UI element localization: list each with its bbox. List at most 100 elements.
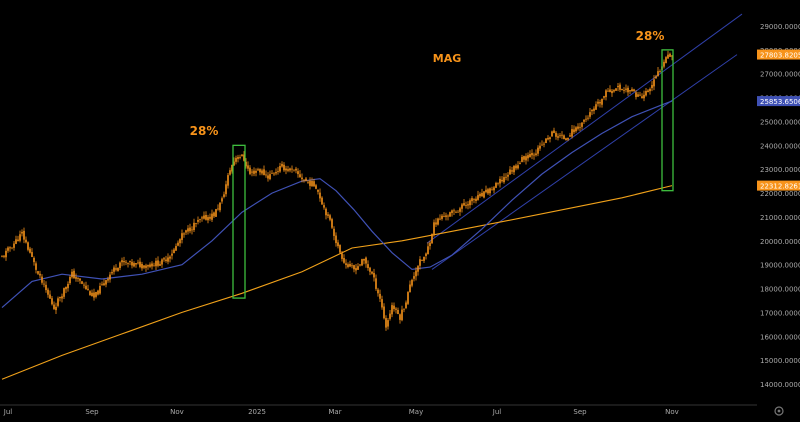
candle-body: [161, 259, 163, 265]
candle: [645, 88, 647, 97]
candle-body: [273, 173, 275, 175]
ma200-line: [1, 185, 673, 380]
candle-body: [245, 161, 247, 167]
candle-body: [419, 259, 421, 266]
candle: [521, 154, 523, 163]
candle: [229, 167, 231, 176]
candle: [215, 208, 217, 217]
candle-body: [9, 247, 11, 249]
candle: [89, 290, 91, 296]
candle-body: [319, 192, 321, 199]
candle: [647, 89, 649, 93]
candle-body: [391, 305, 393, 315]
candle-body: [173, 249, 175, 254]
candle-body: [631, 89, 633, 91]
candle-body: [103, 283, 105, 286]
candle: [607, 88, 609, 92]
candle-body: [531, 153, 533, 156]
candle: [105, 279, 107, 288]
candle: [449, 211, 451, 217]
candle: [175, 243, 177, 251]
candle-body: [293, 169, 295, 171]
candle: [389, 309, 391, 321]
candle-body: [527, 155, 529, 159]
candle-body: [171, 253, 173, 256]
candle: [135, 262, 137, 268]
candle: [397, 307, 399, 315]
candle: [165, 255, 167, 263]
candle-body: [167, 257, 169, 262]
candle-body: [615, 88, 617, 91]
candle-body: [143, 265, 145, 268]
candle: [401, 305, 403, 322]
candle: [567, 137, 569, 142]
candle-body: [471, 198, 473, 202]
candle: [459, 206, 461, 216]
candle-body: [663, 61, 665, 67]
candle-body: [307, 181, 309, 183]
candle-body: [123, 261, 125, 263]
candle: [263, 165, 265, 176]
candle: [57, 296, 59, 308]
candle: [323, 202, 325, 210]
settings-gear-icon[interactable]: [774, 406, 784, 416]
candle: [239, 154, 241, 160]
candle-body: [17, 239, 19, 242]
candle-body: [343, 257, 345, 263]
candle-body: [617, 85, 619, 88]
candle: [471, 196, 473, 206]
candle-body: [77, 278, 79, 279]
candle: [147, 264, 149, 270]
candle: [23, 227, 25, 244]
candle-body: [111, 272, 113, 274]
candle-body: [23, 230, 25, 240]
gain-annotation-1: 28%: [190, 124, 219, 138]
candle: [213, 211, 215, 218]
candle: [37, 270, 39, 276]
candle: [65, 286, 67, 294]
candle-body: [187, 228, 189, 232]
candle: [319, 188, 321, 202]
candle: [537, 145, 539, 157]
candle: [51, 295, 53, 306]
candle: [295, 166, 297, 174]
candle-body: [373, 272, 375, 278]
candle-body: [575, 127, 577, 132]
x-tick-label: Jul: [492, 408, 502, 416]
candle-body: [555, 132, 557, 137]
candle-body: [41, 276, 43, 283]
candle-body: [279, 166, 281, 172]
candle-body: [427, 246, 429, 255]
candle-body: [417, 266, 419, 272]
candle-body: [553, 130, 555, 133]
candle-body: [341, 253, 343, 259]
candle-body: [355, 268, 357, 271]
candle: [465, 201, 467, 209]
candle-body: [447, 215, 449, 217]
candle: [349, 260, 351, 268]
candle-body: [377, 289, 379, 294]
candle: [61, 293, 63, 303]
candle-body: [83, 284, 85, 286]
candle: [245, 158, 247, 169]
candle: [477, 190, 479, 201]
y-tick-label: 29000.0000: [760, 23, 800, 31]
plot-layer: [1, 13, 743, 380]
candle: [629, 89, 631, 95]
candle: [593, 106, 595, 115]
candle-body: [359, 264, 361, 266]
candle: [659, 69, 661, 73]
candle-body: [75, 277, 77, 279]
candle-body: [537, 147, 539, 154]
candle-body: [337, 242, 339, 247]
candle-body: [445, 215, 447, 217]
candle-body: [99, 285, 101, 294]
candle: [375, 274, 377, 291]
candle: [371, 271, 373, 275]
candle: [191, 226, 193, 235]
candle: [271, 170, 273, 174]
candle-body: [433, 222, 435, 235]
candle: [313, 178, 315, 187]
candle-body: [475, 198, 477, 201]
